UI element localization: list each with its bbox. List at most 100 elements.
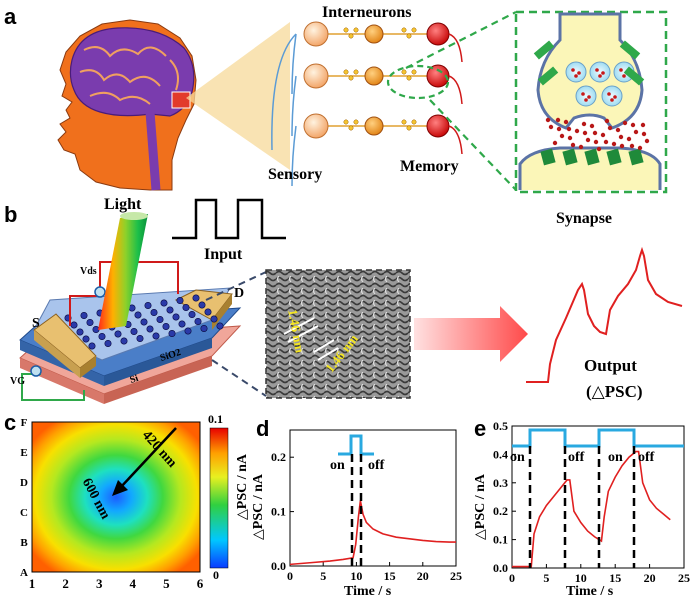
released-dot [570,142,576,148]
lattice-node [216,322,224,330]
released-dot [633,129,639,135]
neurotransmitter [598,74,602,78]
measure-arrow [119,427,177,489]
lattice-node [136,334,144,342]
released-dot [552,140,558,146]
neurotransmitter [574,74,578,78]
lattice-node [192,294,200,302]
lattice-node [172,313,180,321]
panel-a [57,10,668,194]
colorbar-max: 0.1 [208,412,223,426]
released-dot [615,127,621,133]
x-tick-label: 1 [29,576,36,591]
output-axon [448,33,463,63]
neurotransmitter [587,95,591,99]
lattice-node [168,329,176,337]
colorbar-min: 0 [213,568,219,582]
x-tick-label: 20 [417,569,429,583]
zoom-cone [186,22,290,170]
lattice-node [70,321,78,329]
synaptic-bouton [406,125,412,131]
lattice-node [130,327,138,335]
neurotransmitter [595,68,599,72]
output-label: Output [584,356,637,375]
lattice-node [140,318,148,326]
released-dot [563,119,569,125]
synaptic-bouton [401,27,407,33]
lattice-node [88,342,96,350]
synaptic-bouton [406,33,412,39]
released-dot [545,117,551,123]
lattice-node [160,299,168,307]
x-tick-label: 6 [197,576,204,591]
channel-icon [533,40,555,60]
y-tick-label: 0.3 [493,476,508,490]
x-tick-label: 3 [96,576,103,591]
lattice-node [150,308,158,316]
released-dot [593,139,599,145]
x-tick-label: 5 [163,576,170,591]
sensory-neuron [303,63,329,89]
off-label-e1: off [568,450,585,465]
ylabel-d: △PSC / nA [251,473,266,540]
vesicle [565,61,587,83]
y-tick-label: 0.1 [271,505,286,519]
y-tick-label: 0.4 [493,447,508,461]
interneuron [364,24,384,44]
input-label: Input [204,246,243,263]
receptor-icon [562,148,578,166]
lattice-node [182,303,190,311]
synaptic-bouton [353,69,359,75]
released-dot [589,123,595,129]
light-pulse-e [512,428,684,448]
dendrite [291,33,297,95]
released-dot [585,137,591,143]
memory-neuron [426,22,450,46]
sensory-label: Sensory [268,166,323,183]
channel-icon [537,66,559,86]
synapse-illustration [518,12,662,190]
channel-icon [623,66,645,86]
vg-source-icon [30,365,42,377]
x-tick-label: 25 [678,571,690,585]
on-label-e2: on [608,450,623,465]
lattice-node [104,339,112,347]
released-dot [618,134,624,140]
on-label-e1: on [510,450,525,465]
released-dot [567,135,573,141]
released-dot [637,145,643,151]
tem-image [265,269,411,399]
panel-b [19,198,683,404]
synaptic-bouton [401,69,407,75]
synaptic-bouton [343,119,349,125]
heatmap [32,422,200,572]
vg-label: VG [10,376,25,387]
synaptic-bouton [406,75,412,81]
neurotransmitter [581,92,585,96]
x-tick-label: 15 [609,571,621,585]
lattice-node [176,296,184,304]
dendrite [291,125,297,187]
panel-label-a: a [4,4,17,29]
sensory-trunk [271,33,297,151]
lattice-node [184,327,192,335]
light-pulse-d [338,434,374,456]
neurotransmitter [610,98,614,102]
off-label-e2: off [638,450,655,465]
lattice-node [98,332,106,340]
y-tick-label: E [20,447,27,459]
sensory-neuron [303,113,329,139]
lattice-node [146,325,154,333]
on-label-d: on [330,458,345,473]
neurotransmitter [607,92,611,96]
released-dot [622,120,628,126]
lattice-node [200,324,208,332]
released-dot [574,128,580,134]
x-tick-label: 15 [384,569,396,583]
released-dot [630,122,636,128]
panel-e: 0 5 10 15 20 25 0.0 0.1 0.2 0.3 0.4 0.5 [493,419,690,585]
released-dot [600,132,606,138]
released-dot [578,144,584,150]
lattice-node [198,301,206,309]
lattice-node [80,311,88,319]
